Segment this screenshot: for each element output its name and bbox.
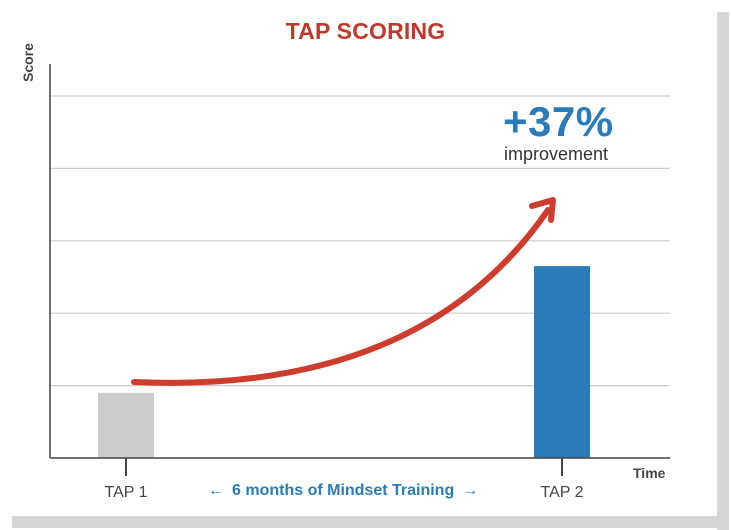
arrow-right-icon: → xyxy=(462,482,479,499)
arrow-left-icon: ← xyxy=(208,482,224,499)
bar-tap-2 xyxy=(534,266,590,458)
x-tick-label-tap2: TAP 2 xyxy=(540,484,584,501)
arrow-head-icon xyxy=(529,197,556,223)
chart-title: TAP SCORING xyxy=(285,18,446,44)
card-shadow-right xyxy=(717,12,729,530)
x-axis-label: Time xyxy=(633,465,666,481)
bar-tap-1 xyxy=(98,392,154,458)
curved-up-arrow-icon xyxy=(131,207,551,386)
period-annotation: ← 6 months of Mindset Training → xyxy=(200,482,486,500)
y-axis-label: Score xyxy=(20,43,36,82)
x-tick-label-tap1: TAP 1 xyxy=(104,484,148,501)
card-shadow-bottom xyxy=(12,516,729,528)
improvement-label: improvement xyxy=(504,144,609,164)
improvement-percentage: +37% xyxy=(503,98,614,145)
period-label: 6 months of Mindset Training xyxy=(232,482,455,499)
